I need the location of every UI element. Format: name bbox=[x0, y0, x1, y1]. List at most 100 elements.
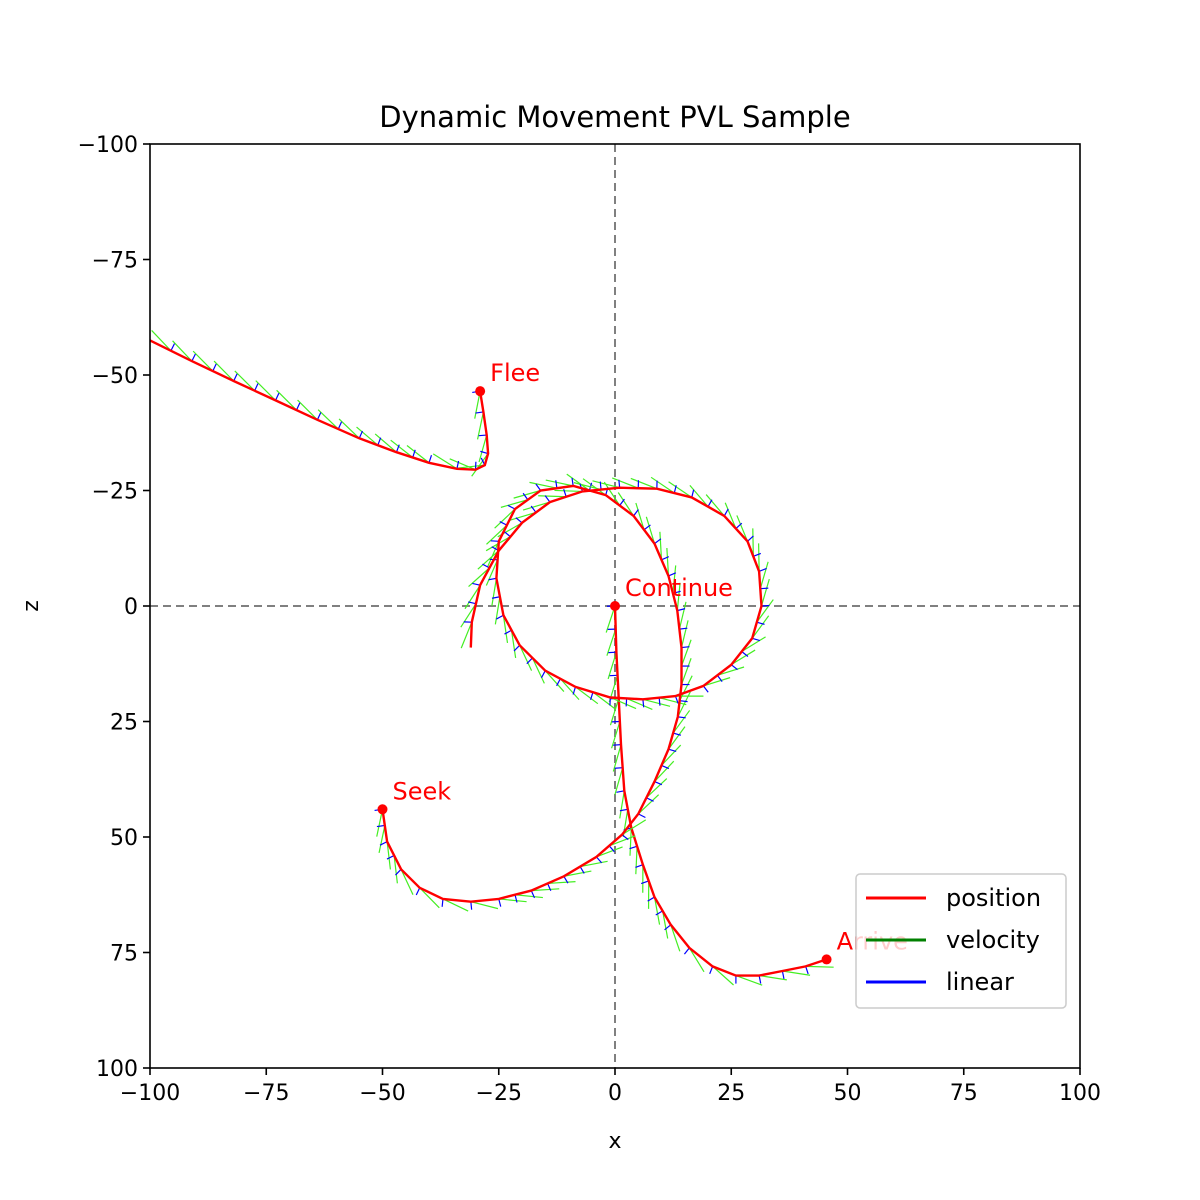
linear-mark-seek bbox=[482, 563, 490, 569]
velocity-mark-flee bbox=[255, 380, 276, 401]
linear-mark-seek bbox=[530, 505, 537, 513]
vector-marks-group bbox=[150, 330, 834, 986]
linear-mark-flee bbox=[254, 383, 259, 391]
velocity-mark-seek bbox=[717, 666, 745, 676]
linear-mark-flee bbox=[475, 411, 484, 414]
velocity-mark-flee bbox=[338, 418, 360, 439]
velocity-mark-continue bbox=[635, 846, 638, 875]
linear-mark-continue bbox=[664, 924, 672, 931]
linear-mark-seek bbox=[395, 868, 402, 876]
linear-mark-seek bbox=[515, 517, 523, 524]
velocity-mark-flee bbox=[172, 340, 193, 362]
linear-mark-seek bbox=[673, 485, 677, 494]
velocity-mark-seek bbox=[617, 492, 635, 517]
linear-mark-seek bbox=[571, 477, 574, 486]
velocity-mark-flee bbox=[234, 370, 256, 392]
velocity-mark-flee bbox=[471, 453, 489, 477]
linear-mark-seek bbox=[672, 590, 681, 594]
velocity-mark-seek bbox=[758, 543, 760, 572]
linear-mark-seek bbox=[658, 697, 661, 706]
linear-mark-continue bbox=[758, 975, 762, 984]
linear-mark-seek bbox=[723, 508, 729, 517]
velocity-mark-seek bbox=[468, 567, 490, 587]
velocity-mark-seek bbox=[637, 794, 660, 815]
velocity-mark-flee bbox=[449, 458, 476, 471]
marker-arrive bbox=[821, 954, 832, 965]
velocity-mark-flee bbox=[456, 464, 485, 469]
linear-mark-seek bbox=[535, 483, 542, 491]
linear-mark-seek bbox=[677, 608, 686, 612]
velocity-mark-seek bbox=[442, 898, 469, 912]
linear-mark-seek bbox=[468, 601, 477, 605]
x-tick-label: 100 bbox=[1059, 1081, 1101, 1106]
velocity-mark-seek bbox=[566, 473, 590, 491]
linear-mark-seek bbox=[513, 644, 521, 652]
legend-box bbox=[855, 873, 1067, 1009]
velocity-mark-seek bbox=[510, 630, 517, 659]
linear-mark-flee bbox=[295, 402, 301, 411]
linear-mark-seek bbox=[556, 678, 561, 687]
marker-seek bbox=[377, 804, 388, 815]
x-tick-label: 75 bbox=[950, 1081, 978, 1106]
velocity-mark-flee bbox=[478, 434, 488, 463]
linear-mark-seek bbox=[756, 621, 765, 625]
velocity-mark-continue bbox=[688, 947, 705, 973]
velocity-mark-seek bbox=[680, 658, 692, 685]
linear-mark-seek bbox=[679, 700, 688, 703]
velocity-mark-seek bbox=[626, 697, 653, 711]
velocity-mark-seek bbox=[659, 697, 687, 706]
linear-mark-seek bbox=[507, 504, 516, 510]
linear-mark-seek bbox=[376, 824, 385, 828]
velocity-mark-seek bbox=[386, 841, 391, 870]
linear-mark-seek bbox=[646, 797, 654, 802]
velocity-mark-seek bbox=[519, 645, 533, 671]
linear-mark-seek bbox=[679, 627, 688, 630]
chart-title: Dynamic Movement PVL Sample bbox=[379, 100, 850, 134]
velocity-mark-seek bbox=[736, 515, 749, 542]
linear-mark-seek bbox=[752, 637, 761, 642]
position-path-seek bbox=[381, 484, 763, 903]
velocity-mark-seek bbox=[654, 760, 675, 782]
x-tick-label: −50 bbox=[359, 1081, 405, 1106]
velocity-mark-seek bbox=[400, 869, 414, 895]
linear-mark-seek bbox=[707, 499, 713, 507]
velocity-mark-seek bbox=[689, 484, 709, 508]
velocity-mark-continue bbox=[614, 767, 624, 795]
x-tick-label: −25 bbox=[476, 1081, 522, 1106]
linear-mark-continue bbox=[629, 845, 638, 850]
velocity-mark-seek bbox=[672, 710, 691, 734]
linear-mark-seek bbox=[716, 674, 723, 683]
annotation-continue: Continue bbox=[625, 574, 733, 602]
linear-mark-seek bbox=[415, 887, 421, 896]
x-tick-label: −75 bbox=[243, 1081, 289, 1106]
linear-mark-seek bbox=[643, 524, 651, 531]
velocity-mark-seek bbox=[592, 480, 620, 489]
x-tick-label: 0 bbox=[608, 1081, 622, 1106]
velocity-mark-seek bbox=[513, 489, 541, 499]
velocity-mark-seek bbox=[596, 846, 623, 858]
linear-mark-seek bbox=[741, 651, 749, 657]
linear-mark-seek bbox=[572, 686, 577, 695]
velocity-mark-seek bbox=[650, 476, 675, 494]
velocity-mark-flee bbox=[432, 453, 458, 470]
linear-mark-seek bbox=[642, 699, 645, 708]
legend-label-linear: linear bbox=[946, 968, 1014, 996]
linear-mark-flee bbox=[316, 412, 322, 421]
linear-mark-seek bbox=[503, 531, 511, 538]
x-tick-label: −100 bbox=[120, 1081, 180, 1106]
velocity-mark-seek bbox=[661, 744, 682, 766]
linear-mark-continue bbox=[614, 767, 623, 769]
linear-mark-seek bbox=[761, 604, 770, 607]
velocity-mark-seek bbox=[668, 481, 693, 498]
linear-mark-seek bbox=[758, 567, 767, 572]
linear-mark-seek bbox=[633, 509, 639, 517]
velocity-mark-seek bbox=[545, 479, 574, 487]
linear-mark-flee bbox=[480, 450, 489, 455]
y-tick-label: 0 bbox=[124, 595, 138, 620]
velocity-mark-flee bbox=[356, 426, 379, 446]
linear-mark-continue bbox=[619, 808, 628, 812]
velocity-mark-seek bbox=[498, 898, 527, 903]
linear-mark-seek bbox=[579, 866, 585, 874]
linear-mark-seek bbox=[530, 890, 536, 899]
velocity-mark-seek bbox=[477, 550, 500, 570]
